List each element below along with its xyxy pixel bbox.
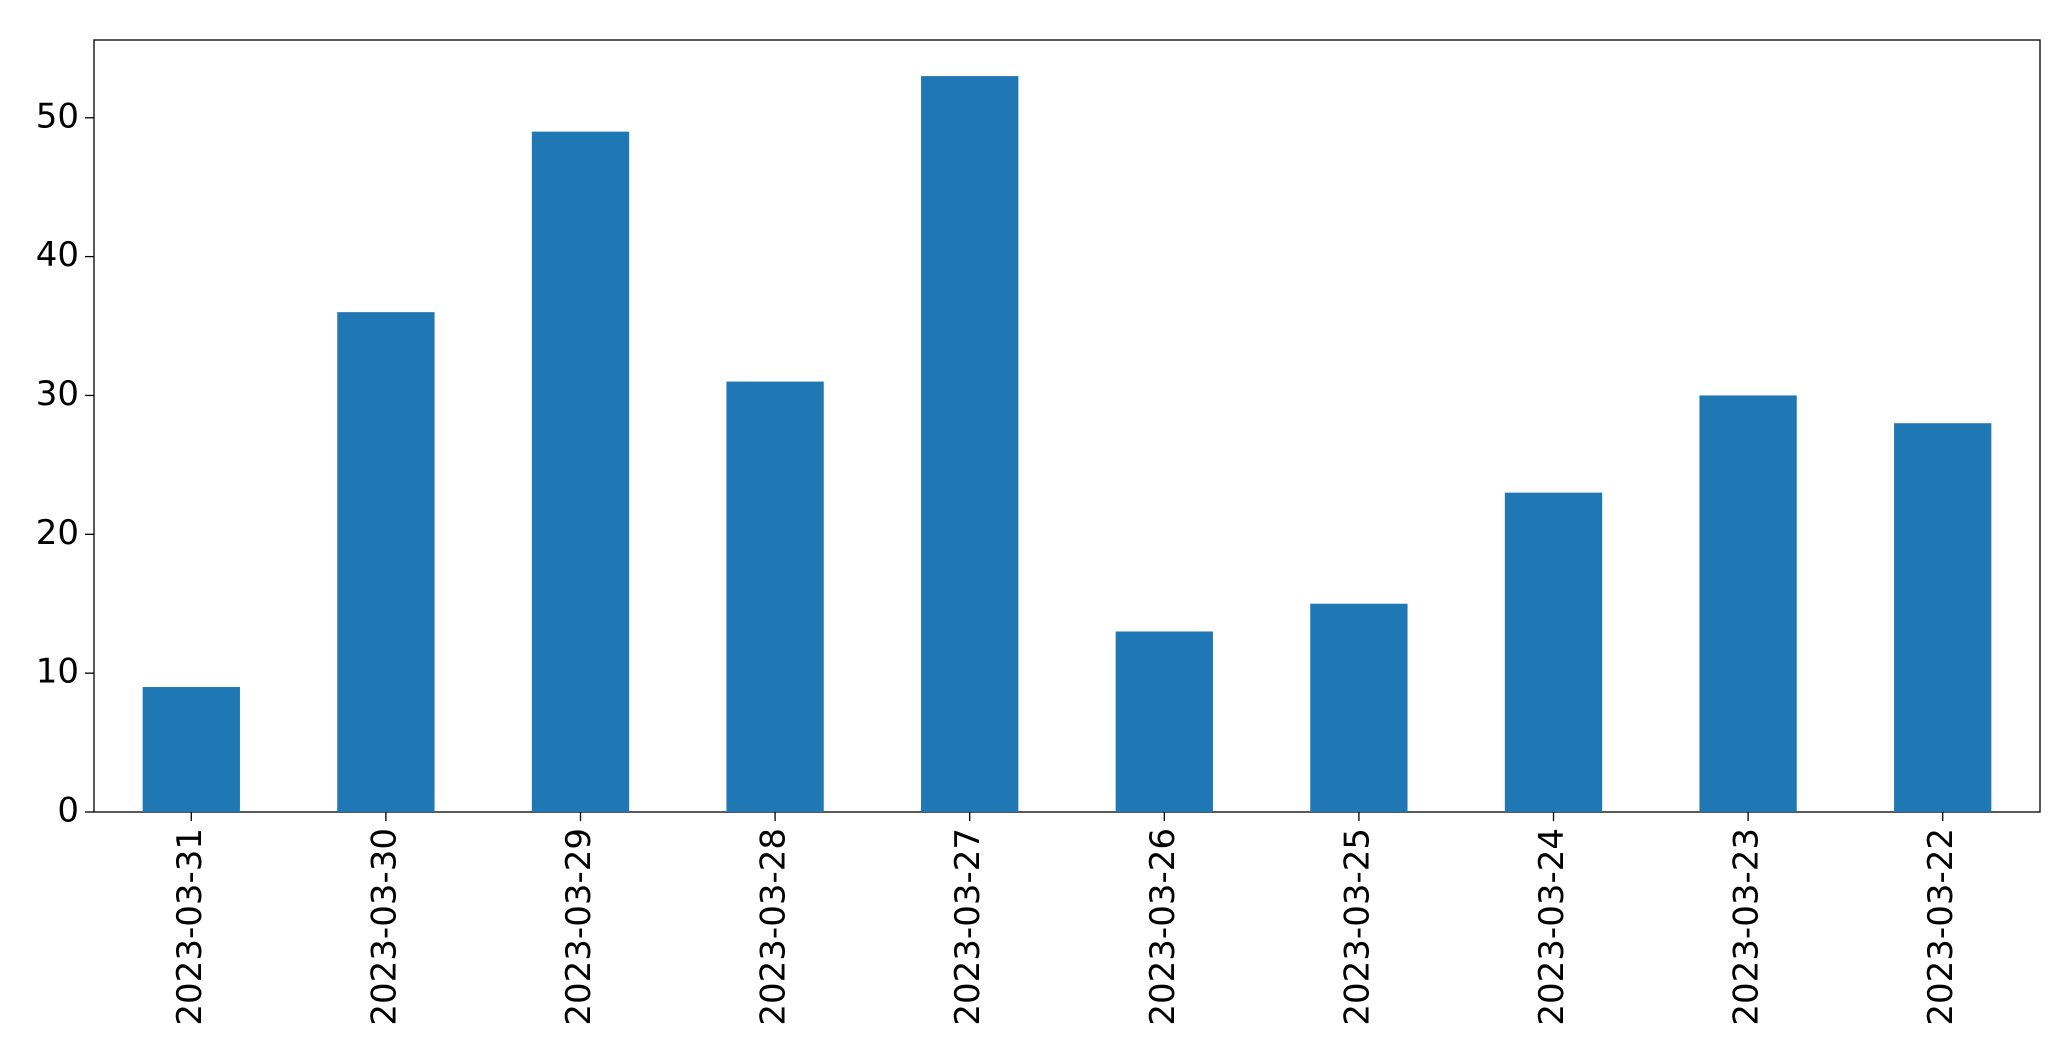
bar <box>531 131 630 813</box>
x-tick-label: 2023-03-29 <box>559 828 599 1026</box>
bar <box>337 312 435 812</box>
y-tick-label: 20 <box>36 513 79 553</box>
x-tick-label: 2023-03-28 <box>754 828 794 1026</box>
x-tick-label: 2023-03-22 <box>1921 828 1961 1026</box>
x-tick-label: 2023-03-31 <box>170 828 210 1026</box>
x-tick-label: 2023-03-30 <box>364 828 404 1026</box>
y-tick-label: 40 <box>36 235 79 275</box>
y-tick-label: 30 <box>36 374 79 414</box>
bar <box>1310 603 1408 812</box>
plot-frame <box>93 39 2041 813</box>
bar <box>1504 492 1603 812</box>
bar <box>1894 423 1992 812</box>
x-tick-label: 2023-03-24 <box>1532 828 1572 1026</box>
bar <box>726 381 824 812</box>
x-tick-label: 2023-03-25 <box>1337 828 1377 1026</box>
x-tick-label: 2023-03-26 <box>1143 828 1183 1026</box>
x-tick-label: 2023-03-23 <box>1727 828 1767 1026</box>
y-tick-label: 10 <box>36 652 79 692</box>
bar <box>142 687 240 812</box>
bar <box>1699 395 1797 812</box>
y-tick-label: 50 <box>36 96 79 136</box>
bar <box>1115 631 1213 812</box>
y-tick-label: 0 <box>57 791 79 831</box>
x-tick-label: 2023-03-27 <box>948 828 988 1026</box>
bar <box>921 76 1019 813</box>
